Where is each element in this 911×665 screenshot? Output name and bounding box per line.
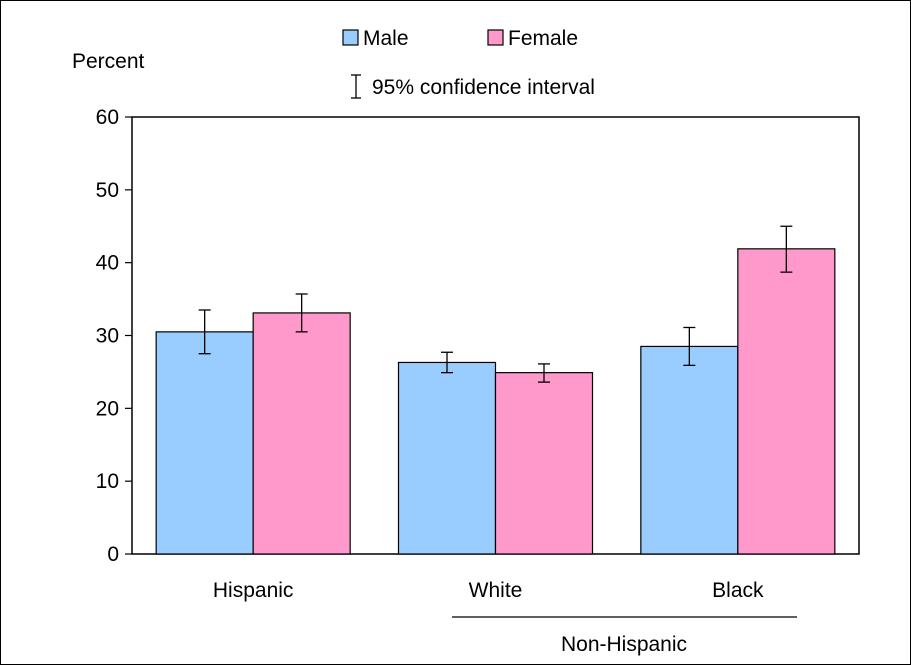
bar-male-white [397,361,497,555]
bar-female-black [737,248,836,555]
group-label: Non-Hispanic [561,633,687,656]
bars [155,248,836,555]
legend-ci-label: 95% confidence interval [372,76,595,99]
x-tick-label: White [469,579,523,602]
x-tick-label: Black [712,579,764,602]
y-tick-label: 30 [96,325,119,348]
legend: Male Female 95% confidence interval [342,27,595,99]
legend-label-male: Male [363,27,409,50]
y-tick-label: 0 [107,543,119,566]
x-tick-label: Hispanic [213,579,294,602]
y-tick-label: 50 [96,179,119,202]
y-tick-label: 10 [96,470,119,493]
legend-swatch-male [342,29,359,46]
bar-male-hispanic [155,331,254,555]
y-axis-label: Percent [72,50,145,73]
y-axis: 0 10 20 30 40 50 60 [96,106,132,566]
bar-female-hispanic [252,312,351,555]
bar-male-black [640,345,739,555]
bar-female-white [494,372,594,555]
x-axis-labels: Hispanic White Black [213,579,764,602]
legend-label-female: Female [508,27,578,50]
y-tick-label: 40 [96,252,119,275]
y-tick-label: 60 [96,106,119,129]
error-bars [198,225,793,383]
y-tick-label: 20 [96,397,119,420]
legend-swatch-female [487,29,504,46]
